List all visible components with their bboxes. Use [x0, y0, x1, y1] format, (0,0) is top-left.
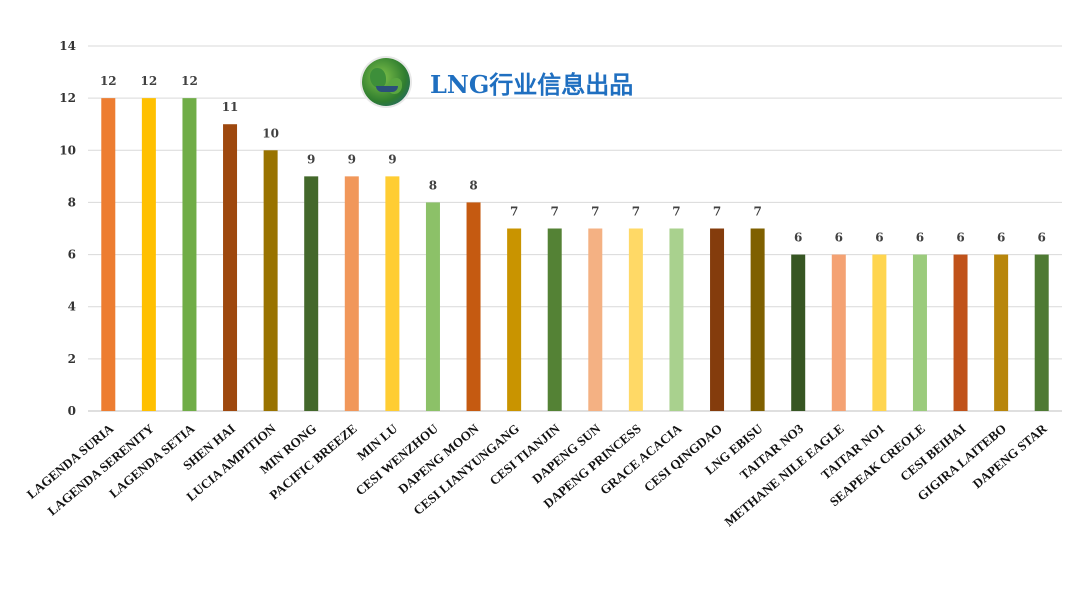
chart-header: LNG行业信息出品 — [362, 58, 633, 106]
bar — [628, 228, 643, 411]
data-label: 6 — [916, 231, 924, 245]
bar — [710, 228, 725, 411]
bar — [466, 202, 481, 411]
bar — [182, 98, 197, 412]
bar — [750, 228, 765, 411]
data-label: 6 — [835, 231, 843, 245]
bar — [1034, 254, 1049, 411]
data-label: 7 — [591, 205, 599, 219]
data-label: 6 — [875, 231, 883, 245]
bar — [912, 254, 927, 411]
bar — [101, 98, 116, 412]
chart-title: LNG行业信息出品 — [430, 69, 634, 99]
bars — [101, 98, 1049, 412]
data-label: 6 — [794, 231, 802, 245]
bar — [141, 98, 156, 412]
data-label: 12 — [100, 74, 117, 88]
data-label: 7 — [672, 205, 680, 219]
data-label: 11 — [222, 100, 239, 114]
bar — [425, 202, 440, 411]
data-label: 12 — [141, 74, 158, 88]
data-label: 9 — [348, 152, 356, 166]
y-tick-label: 4 — [68, 300, 76, 314]
globe-logo-icon — [362, 58, 410, 106]
y-tick-label: 6 — [68, 248, 76, 262]
bar — [547, 228, 562, 411]
data-label: 8 — [469, 178, 477, 192]
bar — [831, 254, 846, 411]
bar — [669, 228, 684, 411]
data-label: 10 — [262, 126, 279, 140]
data-label: 7 — [510, 205, 518, 219]
bar — [953, 254, 968, 411]
data-label: 9 — [307, 152, 315, 166]
bar — [344, 176, 359, 411]
bar — [263, 150, 278, 412]
y-tick-label: 14 — [59, 39, 76, 53]
y-tick-label: 12 — [59, 91, 76, 105]
data-label: 6 — [956, 231, 964, 245]
bar — [994, 254, 1009, 411]
bar — [791, 254, 806, 411]
y-tick-label: 8 — [68, 195, 76, 209]
gridlines — [88, 45, 1062, 412]
y-tick-label: 0 — [68, 404, 76, 418]
y-tick-label: 2 — [68, 352, 76, 366]
x-tick-label: CESI TIANJIN — [486, 420, 563, 488]
bar — [507, 228, 522, 411]
x-tick-label: DAPENG STAR — [970, 420, 1050, 491]
bar — [872, 254, 887, 411]
data-labels: 12 12 12 11 10 9 9 9 8 8 7 7 7 7 7 7 7 6 6 6 6 6 6 6 — [100, 74, 1046, 244]
bar — [304, 176, 319, 411]
data-label: 7 — [551, 205, 559, 219]
bar — [588, 228, 603, 411]
data-label: 9 — [388, 152, 396, 166]
data-label: 12 — [181, 74, 198, 88]
data-label: 6 — [1038, 231, 1046, 245]
data-label: 7 — [713, 205, 721, 219]
bar — [385, 176, 400, 411]
data-label: 7 — [632, 205, 640, 219]
y-axis-ticks: 0 2 4 6 8 10 12 14 — [59, 39, 76, 418]
data-label: 8 — [429, 178, 437, 192]
data-label: 6 — [997, 231, 1005, 245]
y-tick-label: 10 — [59, 143, 76, 157]
bar — [223, 124, 238, 411]
data-label: 7 — [753, 205, 761, 219]
